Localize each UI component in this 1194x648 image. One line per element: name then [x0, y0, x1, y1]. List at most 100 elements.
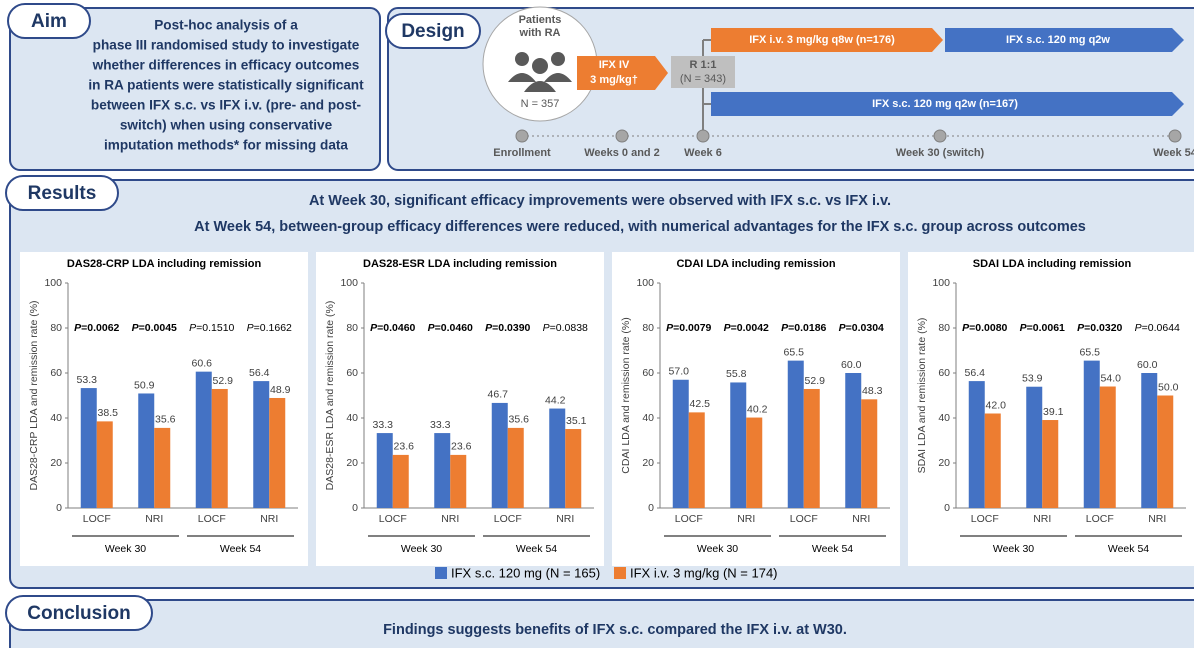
p-value: P=0.0304 [839, 322, 884, 334]
value-label: 23.6 [451, 441, 472, 453]
randomisation-box [671, 56, 735, 88]
value-label: 33.3 [373, 419, 394, 431]
induction-label: 3 mg/kg† [590, 74, 638, 86]
timeline-points [515, 129, 1182, 143]
legend-label: IFX i.v. 3 mg/kg (N = 174) [630, 565, 778, 580]
chart-title: CDAI LDA including remission [676, 258, 835, 270]
bar [450, 454, 467, 508]
y-tick-label: 0 [944, 502, 950, 514]
value-label: 48.3 [862, 385, 883, 397]
pill [7, 3, 91, 39]
value-label: 46.7 [488, 389, 509, 401]
bar [253, 381, 270, 508]
value-label: 33.3 [430, 419, 451, 431]
y-tick-label: 0 [648, 502, 654, 514]
bar [507, 427, 524, 508]
legend-swatch [435, 567, 447, 579]
timeline-label: Week 6 [684, 147, 722, 159]
bar [746, 417, 763, 508]
y-tick-label: 40 [50, 412, 62, 424]
p-value: P=0.0460 [428, 322, 473, 334]
value-label: 60.0 [1137, 359, 1158, 371]
headline: At Week 30, significant efficacy improve… [309, 193, 891, 209]
arm-arrow [711, 92, 1184, 116]
p-value: P=0.0186 [781, 322, 826, 334]
conclusion-label: Conclusion [27, 603, 130, 624]
y-tick-label: 40 [346, 412, 358, 424]
value-label: 42.0 [986, 399, 1007, 411]
p-value: P=0.0080 [962, 322, 1007, 334]
value-label: 55.8 [726, 368, 747, 380]
arm-arrow [711, 28, 943, 52]
randomisation-label: R 1:1 [690, 59, 717, 71]
pill [385, 13, 481, 49]
conclusion-text: Findings suggests benefits of IFX s.c. c… [383, 622, 847, 638]
conclusion-box [9, 599, 1194, 648]
x-tick-label: LOCF [675, 513, 703, 525]
aim-line: in RA patients were statistically signif… [88, 78, 364, 93]
value-label: 52.9 [213, 375, 234, 387]
value-label: 44.2 [545, 394, 566, 406]
aim-text: Post-hoc analysis of a phase III randomis… [88, 18, 364, 153]
y-tick-label: 80 [346, 322, 358, 334]
y-tick-label: 60 [346, 367, 358, 379]
y-tick-label: 20 [642, 457, 654, 469]
value-label: 50.0 [1158, 381, 1179, 393]
y-tick-label: 80 [938, 322, 950, 334]
value-label: 42.5 [690, 398, 711, 410]
y-axis-label: DAS28-ESR LDA and remission rate (%) [324, 301, 336, 491]
arm-label: IFX s.c. 120 mg q2w (n=167) [872, 98, 1018, 110]
y-tick-label: 80 [50, 322, 62, 334]
timeline-label: Enrollment [493, 147, 551, 159]
value-label: 60.6 [192, 357, 213, 369]
p-value: P=0.0320 [1077, 322, 1122, 334]
legend-swatch [614, 567, 626, 579]
bar [211, 388, 228, 508]
y-tick-label: 100 [636, 277, 654, 289]
patients-label: Patients [519, 14, 562, 26]
value-label: 57.0 [669, 366, 690, 378]
aim-line: phase III randomised study to investigat… [93, 38, 360, 53]
chart-title: DAS28-ESR LDA including remission [363, 258, 557, 270]
bar [434, 433, 451, 508]
bar [968, 381, 985, 508]
aim-line: switch) when using conservative [120, 118, 333, 133]
y-tick-label: 100 [44, 277, 62, 289]
bar [1026, 386, 1043, 508]
y-axis-label: CDAI LDA and remission rate (%) [620, 317, 632, 473]
bar [392, 454, 409, 508]
bar [138, 393, 155, 508]
x-tick-label: NRI [1148, 513, 1166, 525]
group-label: Week 54 [812, 543, 853, 555]
y-tick-label: 60 [50, 367, 62, 379]
x-tick-label: NRI [852, 513, 870, 525]
bar [269, 397, 286, 508]
arm-arrow [945, 28, 1184, 52]
bar [861, 399, 878, 508]
chart-title: SDAI LDA including remission [973, 258, 1132, 270]
y-axis-label: DAS28-CRP LDA and remission rate (%) [28, 300, 40, 490]
y-tick-label: 60 [642, 367, 654, 379]
legend-label: IFX s.c. 120 mg (N = 165) [451, 565, 600, 580]
x-tick-label: LOCF [1086, 513, 1114, 525]
bar [376, 433, 393, 508]
value-label: 38.5 [98, 407, 119, 419]
y-tick-label: 20 [938, 457, 950, 469]
value-label: 23.6 [394, 441, 415, 453]
induction-box [577, 56, 668, 90]
y-tick-label: 40 [642, 412, 654, 424]
group-label: Week 30 [993, 543, 1034, 555]
value-label: 53.9 [1022, 373, 1043, 385]
bar [1099, 386, 1116, 508]
bar [80, 388, 97, 508]
bar [491, 402, 508, 508]
bar [984, 413, 1001, 508]
value-label: 53.3 [77, 374, 98, 386]
p-value: P=0.0061 [1020, 322, 1065, 334]
p-value: P=0.0042 [724, 322, 769, 334]
p-value: P=0.0390 [485, 322, 530, 334]
value-label: 40.2 [747, 403, 768, 415]
value-label: 56.4 [249, 367, 270, 379]
aim-line: Post-hoc analysis of a [154, 18, 298, 33]
value-label: 35.1 [566, 415, 587, 427]
